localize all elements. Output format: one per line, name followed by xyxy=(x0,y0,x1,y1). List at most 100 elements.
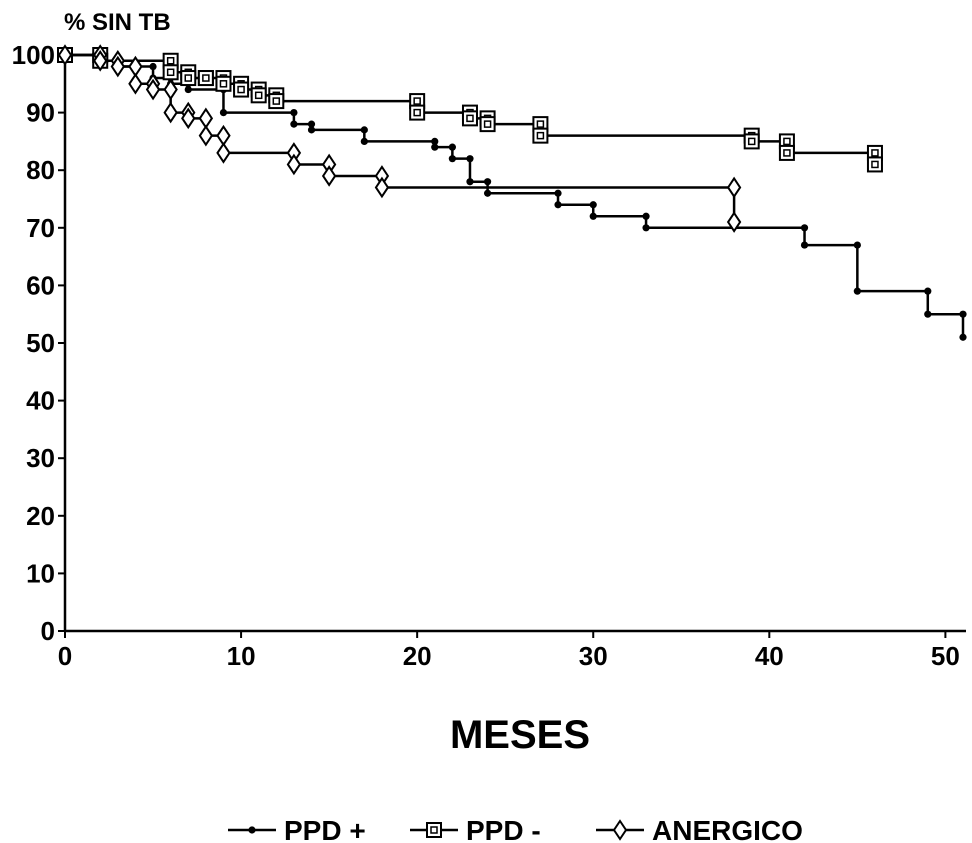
dot-marker xyxy=(149,62,157,71)
diamond-marker xyxy=(163,78,178,101)
y-tick-label: 0 xyxy=(41,616,55,646)
dot-marker xyxy=(219,109,228,117)
dot-marker xyxy=(483,189,492,197)
x-tick-label: 20 xyxy=(403,641,432,671)
y-tick-label: 50 xyxy=(26,328,55,358)
legend-item: PPD + xyxy=(228,815,366,843)
square-marker-inner xyxy=(413,97,421,105)
square-marker-inner xyxy=(536,120,545,128)
series-2 xyxy=(57,47,883,173)
x-tick-label: 10 xyxy=(227,641,256,671)
square-marker-inner xyxy=(871,160,879,169)
y-tick-label: 30 xyxy=(26,443,55,473)
diamond-marker xyxy=(128,72,143,95)
dot-marker xyxy=(483,178,492,186)
square-marker-inner xyxy=(272,97,281,105)
dot-marker xyxy=(853,287,861,295)
diamond-marker xyxy=(726,211,742,233)
diamond-marker xyxy=(93,49,108,72)
x-tick-label: 0 xyxy=(58,641,72,671)
square-marker-inner xyxy=(536,131,545,140)
diamond-marker xyxy=(286,153,302,176)
square-marker-inner xyxy=(783,137,791,146)
series-lines xyxy=(57,44,967,341)
dot-marker xyxy=(800,241,809,249)
square-marker-inner xyxy=(202,74,210,82)
y-axis-label: % SIN TB xyxy=(64,9,171,36)
series-3 xyxy=(57,44,742,233)
diamond-marker xyxy=(110,55,126,78)
y-tick-label: 10 xyxy=(26,558,55,588)
square-marker-inner xyxy=(871,149,879,157)
diamond-marker xyxy=(198,107,214,130)
legend-label: PPD + xyxy=(284,815,366,843)
square-marker-inner xyxy=(254,91,263,100)
dot-marker xyxy=(307,126,316,134)
dot-marker xyxy=(924,287,932,295)
square-marker-inner xyxy=(166,68,175,77)
diamond-marker xyxy=(216,142,231,164)
diamond-marker xyxy=(321,165,337,187)
square-marker-inner xyxy=(466,114,474,123)
x-tick-label: 30 xyxy=(579,641,608,671)
diamond-marker xyxy=(145,78,161,101)
square-marker-inner xyxy=(219,80,228,88)
dot-marker xyxy=(853,241,861,249)
dot-marker xyxy=(800,224,809,232)
dot-marker xyxy=(589,201,597,209)
dot-marker xyxy=(924,310,932,318)
dot-marker xyxy=(290,109,298,117)
diamond-marker xyxy=(216,124,231,147)
dot-marker xyxy=(959,310,967,318)
x-tick-label: 40 xyxy=(755,641,784,671)
y-tick-label: 100 xyxy=(12,40,55,70)
square-marker-inner xyxy=(166,57,175,65)
diamond-marker xyxy=(163,101,178,124)
legend-label: PPD - xyxy=(466,815,541,843)
dot-marker xyxy=(307,120,316,128)
y-tick-label: 90 xyxy=(26,98,55,128)
legend-item: PPD - xyxy=(410,815,541,843)
y-tick-label: 80 xyxy=(26,155,55,185)
dot-marker xyxy=(431,137,439,145)
dot-marker xyxy=(554,189,562,197)
y-axis-ticks: 0 10 20 30 40 50 60 70 80 90 100 xyxy=(12,40,65,646)
square-marker-inner xyxy=(747,137,756,146)
diamond-marker xyxy=(374,176,390,199)
x-axis-ticks: 0 10 20 30 40 50 xyxy=(58,631,960,671)
legend-label: ANERGICO xyxy=(652,815,803,843)
dot-marker xyxy=(290,120,298,128)
y-tick-label: 40 xyxy=(26,386,55,416)
legend-dot-marker xyxy=(248,826,256,834)
square-marker-inner xyxy=(483,120,492,128)
diamond-marker xyxy=(726,176,742,199)
dot-marker xyxy=(589,212,597,220)
x-tick-label: 50 xyxy=(931,641,960,671)
diamond-marker xyxy=(57,44,73,66)
dot-marker xyxy=(360,137,368,145)
dot-marker xyxy=(184,85,192,94)
dot-marker xyxy=(642,224,650,232)
dot-marker xyxy=(360,126,368,134)
x-axis-label: MESES xyxy=(450,713,590,757)
square-marker-inner xyxy=(783,149,791,157)
dot-marker xyxy=(448,155,456,163)
dot-marker xyxy=(431,143,439,151)
legend-square-marker-inner xyxy=(430,826,438,834)
series-1 xyxy=(61,51,967,341)
dot-marker xyxy=(554,201,562,209)
diamond-marker xyxy=(181,107,196,130)
dot-marker xyxy=(466,155,474,163)
legend-item: ANERGICO xyxy=(596,815,803,843)
y-tick-label: 70 xyxy=(26,213,55,243)
dot-marker xyxy=(448,143,456,151)
legend-diamond-marker xyxy=(612,819,628,841)
dot-marker xyxy=(642,212,650,220)
dot-marker xyxy=(959,333,967,341)
square-marker-inner xyxy=(184,74,193,82)
square-marker-inner xyxy=(413,108,421,117)
series-line xyxy=(65,53,965,338)
square-marker-inner xyxy=(237,85,245,94)
y-tick-label: 60 xyxy=(26,270,55,300)
